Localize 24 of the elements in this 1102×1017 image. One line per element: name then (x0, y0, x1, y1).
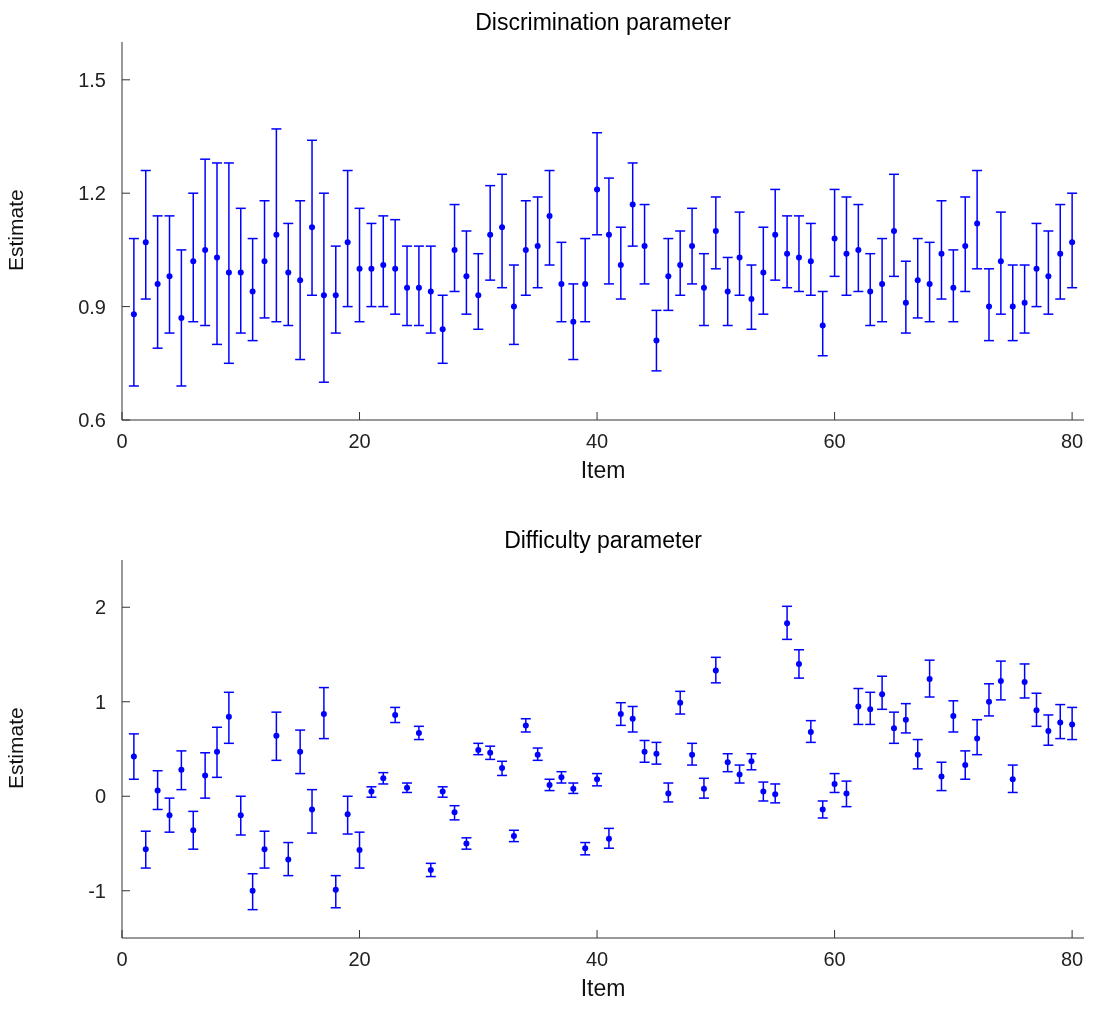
y-tick-label: -1 (88, 879, 106, 902)
x-tick-label: 60 (823, 430, 846, 453)
x-tick-label: 40 (585, 948, 609, 971)
y-tick-label: 0.9 (78, 295, 106, 318)
x-axis-title: Item (580, 457, 626, 483)
x-tick-label: 60 (823, 948, 846, 971)
y-tick-label: 0.6 (78, 409, 106, 432)
x-tick-label: 20 (348, 948, 371, 971)
x-tick-label: 80 (1061, 948, 1084, 971)
x-tick-label: 80 (1061, 430, 1084, 453)
y-tick-label: 2 (94, 596, 106, 619)
chart-title: Discrimination parameter (474, 8, 732, 36)
x-tick-label: 20 (348, 430, 371, 453)
x-tick-label: 40 (585, 430, 609, 453)
y-tick-label: 0 (94, 785, 106, 808)
chart-title: Difficulty parameter (503, 526, 703, 554)
y-tick-label: 1 (94, 690, 106, 713)
x-tick-label: 0 (116, 948, 128, 971)
y-axis-title: Estimate (4, 189, 28, 271)
x-tick-label: 0 (116, 430, 128, 453)
y-tick-label: 1.5 (78, 68, 106, 91)
y-axis-title: Estimate (4, 707, 28, 789)
y-tick-label: 1.2 (78, 182, 106, 205)
x-axis-title: Item (580, 975, 626, 1001)
